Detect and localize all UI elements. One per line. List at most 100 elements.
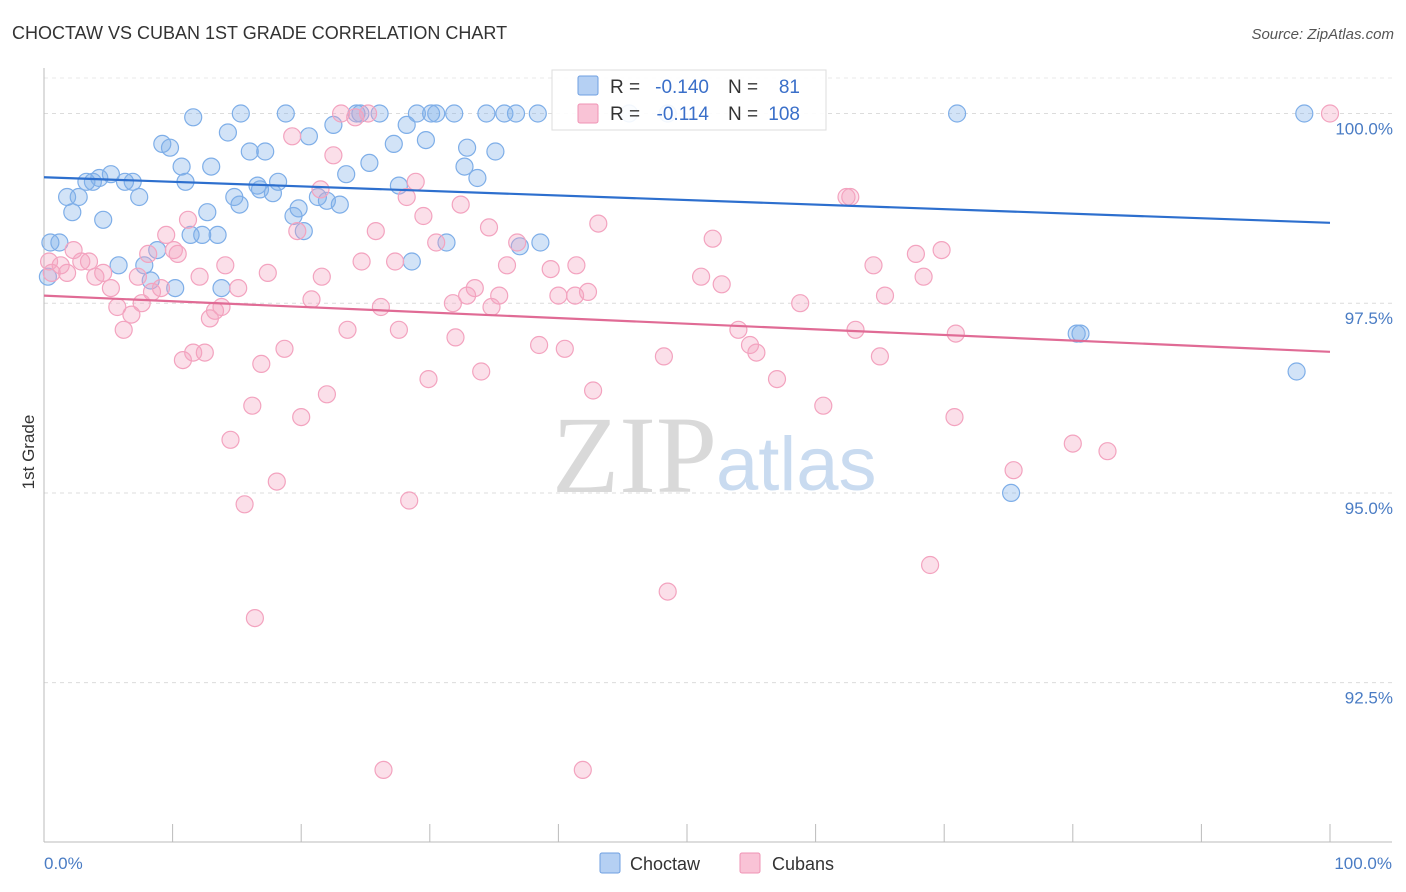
point-cubans-18 bbox=[157, 225, 176, 244]
point-cubans-33 bbox=[243, 396, 262, 415]
point-cubans-72 bbox=[497, 256, 517, 275]
point-choctaw-44 bbox=[299, 127, 318, 146]
point-cubans-15 bbox=[139, 244, 158, 263]
point-cubans-13 bbox=[128, 267, 147, 286]
point-cubans-98 bbox=[864, 256, 883, 275]
series-cubans-points bbox=[39, 104, 1340, 780]
point-choctaw-60 bbox=[422, 104, 441, 123]
point-cubans-108 bbox=[1063, 434, 1082, 453]
point-choctaw-28 bbox=[208, 225, 227, 244]
trend-line-choctaw bbox=[43, 176, 1331, 224]
point-choctaw-20 bbox=[166, 279, 185, 298]
point-cubans-58 bbox=[400, 491, 419, 510]
legend-cubans-n-label: N = bbox=[728, 104, 758, 125]
point-cubans-43 bbox=[311, 180, 330, 199]
point-choctaw-19 bbox=[160, 138, 180, 157]
point-cubans-40 bbox=[288, 222, 307, 241]
legend-cubans-r-label: R = bbox=[610, 104, 640, 125]
point-cubans-73 bbox=[508, 233, 527, 252]
point-cubans-0 bbox=[39, 252, 59, 271]
point-cubans-35 bbox=[252, 354, 271, 373]
point-cubans-101 bbox=[906, 244, 926, 263]
point-cubans-100 bbox=[875, 286, 895, 305]
point-choctaw-63 bbox=[445, 104, 464, 123]
point-choctaw-43 bbox=[294, 222, 313, 241]
point-cubans-30 bbox=[221, 430, 240, 449]
x-tick-label-min: 0.0% bbox=[44, 854, 83, 873]
point-choctaw-72 bbox=[528, 104, 547, 123]
point-choctaw-49 bbox=[337, 165, 356, 184]
point-choctaw-62 bbox=[437, 233, 456, 252]
point-cubans-105 bbox=[945, 408, 964, 427]
point-choctaw-5 bbox=[69, 187, 88, 207]
point-choctaw-39 bbox=[269, 172, 288, 191]
legend-choctaw-r: -0.140 bbox=[655, 77, 709, 98]
legend-swatch-cubans bbox=[577, 103, 599, 124]
point-choctaw-14 bbox=[130, 187, 149, 207]
point-cubans-60 bbox=[414, 206, 433, 226]
point-cubans-52 bbox=[366, 222, 385, 241]
point-choctaw-30 bbox=[218, 123, 237, 142]
point-cubans-55 bbox=[386, 252, 405, 271]
point-choctaw-29 bbox=[212, 279, 231, 298]
series-legend-swatch-cubans bbox=[739, 852, 761, 874]
point-cubans-46 bbox=[324, 146, 343, 165]
series-legend-swatch-choctaw bbox=[599, 852, 621, 874]
point-cubans-91 bbox=[747, 343, 766, 362]
point-choctaw-78 bbox=[1067, 324, 1086, 343]
point-cubans-65 bbox=[451, 195, 470, 214]
legend-cubans-r: -0.114 bbox=[657, 104, 710, 125]
legend-swatch-choctaw bbox=[577, 75, 599, 96]
point-choctaw-4 bbox=[63, 203, 82, 222]
point-cubans-20 bbox=[168, 244, 187, 263]
point-choctaw-37 bbox=[256, 142, 275, 161]
point-cubans-63 bbox=[443, 294, 462, 313]
point-cubans-45 bbox=[317, 385, 336, 404]
point-choctaw-80 bbox=[1287, 362, 1306, 381]
grid-lines bbox=[44, 77, 1392, 684]
point-cubans-59 bbox=[406, 172, 425, 191]
point-choctaw-26 bbox=[198, 203, 217, 222]
point-cubans-74 bbox=[529, 335, 549, 355]
point-choctaw-65 bbox=[458, 138, 477, 157]
point-choctaw-15 bbox=[135, 256, 154, 275]
legend-choctaw-r-label: R = bbox=[610, 77, 640, 98]
point-cubans-103 bbox=[920, 555, 940, 575]
y-tick-label-3: 92.5% bbox=[1345, 689, 1393, 708]
point-cubans-25 bbox=[195, 343, 214, 362]
trend-line-cubans bbox=[43, 294, 1331, 353]
point-cubans-56 bbox=[389, 320, 408, 339]
watermark-zip: ZIP bbox=[552, 394, 717, 516]
point-choctaw-40 bbox=[276, 104, 295, 123]
point-cubans-5 bbox=[72, 252, 91, 271]
point-cubans-110 bbox=[1320, 104, 1340, 123]
point-cubans-68 bbox=[472, 362, 491, 381]
point-cubans-83 bbox=[589, 214, 608, 233]
point-cubans-81 bbox=[578, 282, 598, 301]
point-choctaw-48 bbox=[330, 195, 349, 214]
point-choctaw-66 bbox=[468, 168, 487, 188]
point-choctaw-76 bbox=[947, 104, 967, 123]
point-cubans-61 bbox=[419, 370, 438, 389]
point-choctaw-34 bbox=[240, 142, 259, 161]
point-cubans-92 bbox=[767, 370, 787, 389]
point-choctaw-70 bbox=[506, 104, 526, 123]
point-choctaw-12 bbox=[115, 172, 135, 191]
watermark: ZIP atlas bbox=[552, 394, 877, 516]
point-choctaw-9 bbox=[94, 210, 113, 229]
point-cubans-76 bbox=[549, 286, 568, 305]
point-cubans-11 bbox=[114, 320, 133, 339]
point-choctaw-33 bbox=[231, 104, 250, 123]
point-cubans-66 bbox=[458, 286, 477, 305]
point-cubans-93 bbox=[791, 294, 810, 313]
y-tick-label-2: 95.0% bbox=[1345, 499, 1393, 518]
point-cubans-64 bbox=[446, 328, 465, 347]
legend-cubans-n: 108 bbox=[768, 104, 800, 125]
point-choctaw-61 bbox=[427, 104, 446, 123]
point-cubans-85 bbox=[658, 582, 677, 601]
point-choctaw-64 bbox=[455, 157, 474, 176]
point-choctaw-21 bbox=[172, 157, 191, 176]
point-cubans-9 bbox=[101, 279, 121, 298]
point-cubans-54 bbox=[374, 760, 393, 780]
